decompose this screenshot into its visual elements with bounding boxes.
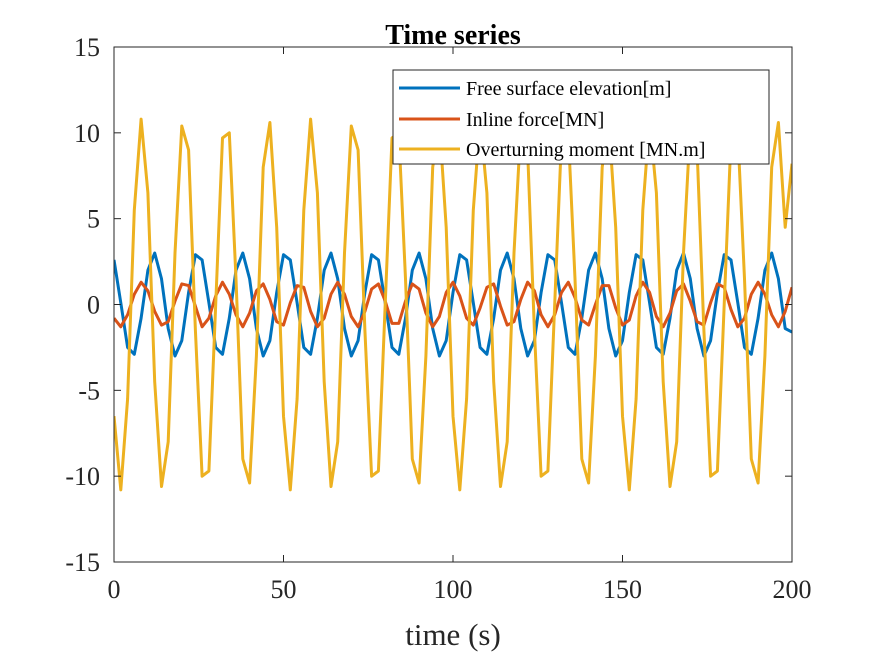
- x-tick-label: 100: [434, 575, 473, 604]
- series-layer: [114, 117, 792, 492]
- y-tick-label: 5: [87, 205, 100, 234]
- legend-label-free-surface: Free surface elevation[m]: [466, 78, 671, 100]
- series-line-free-surface-elevation-m: [114, 251, 792, 358]
- series-line-inline-force-mn: [114, 280, 792, 329]
- chart-title: Time series: [385, 20, 521, 51]
- x-tick-label: 0: [108, 575, 121, 604]
- legend-label-overturning-moment: Overturning moment [MN.m]: [466, 139, 705, 161]
- y-tick-label: -5: [78, 376, 100, 405]
- x-axis-label: time (s): [405, 617, 501, 652]
- y-tick-label: -15: [65, 548, 100, 577]
- x-tick-label: 50: [271, 575, 297, 604]
- series-line-overturning-moment-mn-m: [114, 117, 792, 492]
- y-tick-label: 10: [74, 119, 100, 148]
- x-tick-label: 150: [603, 575, 642, 604]
- y-tick-label: -10: [65, 462, 100, 491]
- legend: Free surface elevation[m] Inline force[M…: [392, 69, 770, 165]
- y-tick-label: 0: [87, 291, 100, 320]
- y-tick-label: 15: [74, 33, 100, 62]
- ticks-layer: 0 50 100 150 200 -15 -10 -5 0 5 10 15: [65, 33, 811, 604]
- x-tick-label: 200: [773, 575, 812, 604]
- legend-label-inline-force: Inline force[MN]: [466, 109, 604, 131]
